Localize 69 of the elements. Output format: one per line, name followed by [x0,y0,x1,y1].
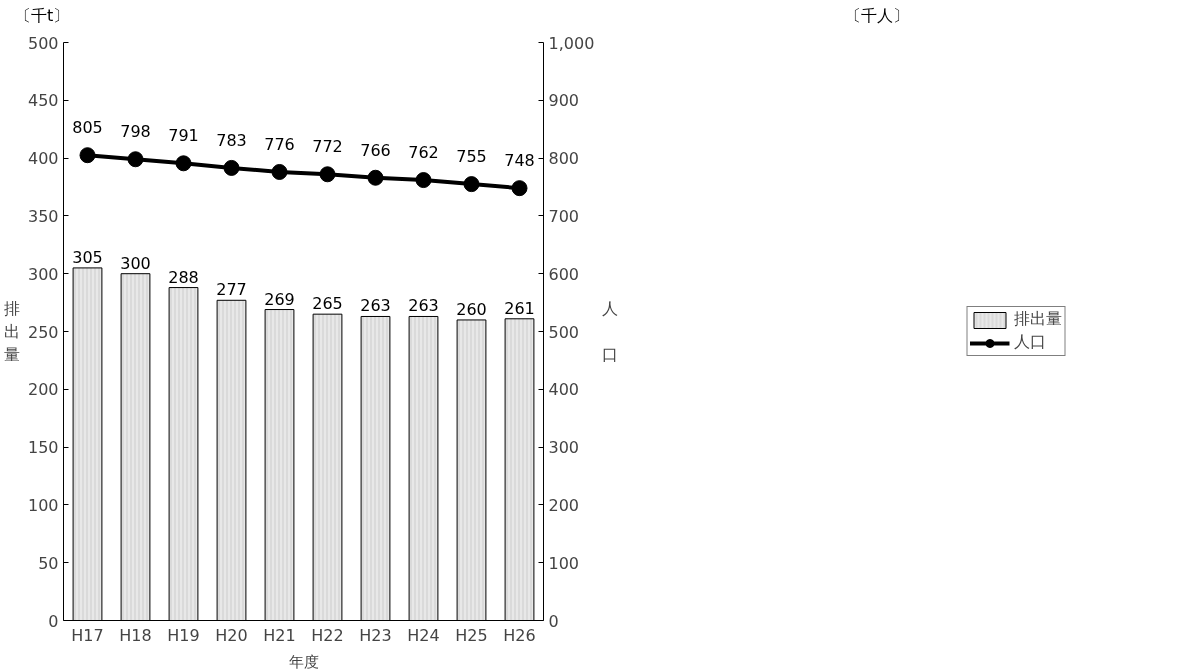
data-label: 766 [360,140,391,160]
x-tick-label: H21 [263,625,296,645]
data-label: 772 [312,137,343,157]
y-tick-label: 350 [27,206,59,226]
point [463,176,480,193]
y2-tick-label: 700 [548,206,580,226]
data-label: 263 [360,296,391,316]
y2-tick-label: 800 [548,149,580,169]
y-tick-label: 500 [27,33,59,53]
point [223,159,240,176]
text: 〔千t〕 [15,5,70,27]
y-tick-label: 200 [27,380,59,400]
x-tick-label: H20 [215,625,248,645]
y-tick-label: 0 [48,611,59,631]
data-label: 805 [72,118,103,138]
data-label: 261 [504,298,535,318]
y-axis-title: 排出量 [3,299,20,364]
data-label: 263 [408,296,439,316]
x-axis-title: 年度 [288,652,319,670]
x-tick-label: H17 [71,625,104,645]
point [79,147,96,164]
data-label: 783 [216,130,247,150]
y2-tick-label: 0 [548,611,559,631]
point [511,180,528,197]
x-tick-label: H25 [455,625,488,645]
y2-tick-label: 500 [548,322,580,342]
legend-label: 排出量 [1014,309,1062,330]
data-label: 791 [168,126,199,146]
x-tick-label: H23 [359,625,392,645]
y-tick-label: 100 [27,495,59,515]
text: 人口 [602,299,619,364]
point [175,155,192,172]
data-label: 269 [264,289,295,309]
text: 〔千人〕 [845,5,909,27]
data-label: 300 [120,253,151,273]
y-tick-label: 450 [27,91,59,111]
data-label: 265 [312,294,343,314]
point [319,166,336,183]
x-tick-label: H18 [119,625,152,645]
x-tick-label: H19 [167,625,200,645]
y2-tick-label: 600 [548,264,580,284]
data-label: 755 [456,147,487,167]
data-label: 277 [216,280,247,300]
point [271,163,288,180]
legend-label: 人口 [1014,332,1046,353]
point [415,172,432,189]
y2-tick-label: 900 [548,91,580,111]
point [127,151,144,168]
data-label: 798 [120,122,151,142]
data-label: 776 [264,134,295,154]
x-tick-label: H26 [503,625,536,645]
point [367,169,384,186]
data-label: 260 [456,299,487,319]
y-tick-label: 250 [27,322,59,342]
data-label: 288 [168,267,199,287]
y-tick-label: 50 [38,553,59,573]
y2-tick-label: 1,000 [548,33,595,53]
y-tick-label: 300 [27,264,59,284]
data-label: 748 [504,151,535,171]
data-label: 305 [72,247,103,267]
x-tick-label: H22 [311,625,344,645]
y2-tick-label: 400 [548,380,580,400]
y-tick-label: 150 [27,438,59,458]
y2-tick-label: 200 [548,495,580,515]
x-tick-label: H24 [407,625,440,645]
y-tick-label: 400 [27,149,59,169]
y2-tick-label: 300 [548,438,580,458]
y2-tick-label: 100 [548,553,580,573]
data-label: 762 [408,143,439,163]
